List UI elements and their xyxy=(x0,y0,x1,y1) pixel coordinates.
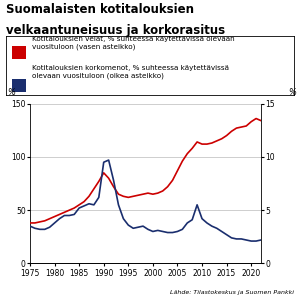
Text: velkaantuneisuus ja korkorasitus: velkaantuneisuus ja korkorasitus xyxy=(6,24,225,37)
Bar xyxy=(12,79,26,92)
Text: Lähde: Tilastokeskus ja Suomen Pankki: Lähde: Tilastokeskus ja Suomen Pankki xyxy=(170,289,294,295)
Text: %: % xyxy=(7,88,15,97)
Text: Kotitalouksien velat, % suhteessa käytettävissä olevaan
vuosituloon (vasen astei: Kotitalouksien velat, % suhteessa käytet… xyxy=(32,36,235,50)
Text: Kotitalouksien korkomenot, % suhteessa käytettävissä
olevaan vuosituloon (oikea : Kotitalouksien korkomenot, % suhteessa k… xyxy=(32,65,229,79)
Text: %: % xyxy=(289,88,297,97)
Bar xyxy=(12,46,26,59)
Text: Suomalaisten kotitalouksien: Suomalaisten kotitalouksien xyxy=(6,3,194,16)
